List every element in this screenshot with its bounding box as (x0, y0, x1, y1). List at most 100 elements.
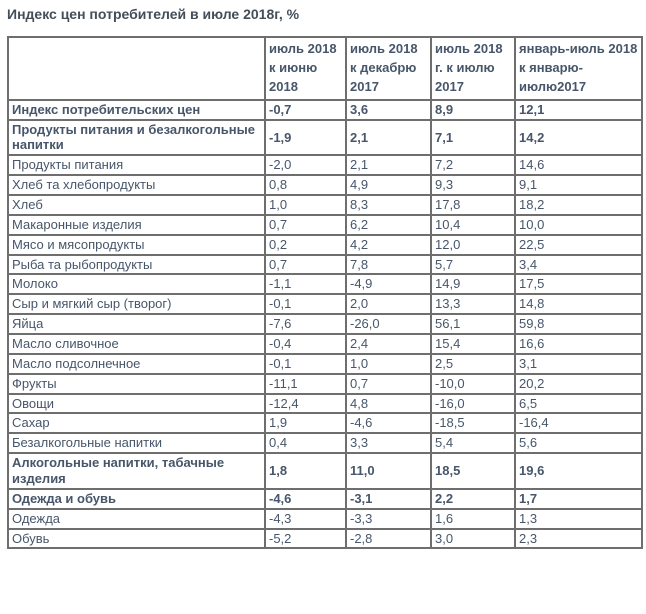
row-label: Мясо и мясопродукты (7, 233, 266, 256)
value-cell: -2,0 (264, 154, 347, 177)
value-cell: -10,0 (430, 372, 516, 395)
value-cell: 14,9 (430, 273, 516, 296)
value-cell: 4,9 (345, 174, 432, 197)
value-cell: 16,6 (514, 333, 643, 355)
value-cell: -4,9 (345, 273, 432, 296)
row-label: Сыр и мягкий сыр (творог) (7, 293, 266, 316)
table-row: Масло сливочное -0,4 2,4 15,4 16,6 (7, 333, 643, 355)
table-row: Молоко -1,1 -4,9 14,9 17,5 (7, 273, 643, 296)
value-cell: -4,3 (264, 507, 347, 530)
value-cell: 4,2 (345, 233, 432, 256)
table-body: Индекс потребительских цен -0,7 3,6 8,9 12,1… (7, 98, 643, 550)
value-cell: 5,6 (514, 432, 643, 455)
value-cell: 4,8 (345, 392, 432, 415)
column-header: июль 2018 г. к июлю 2017 (430, 36, 516, 101)
row-label: Макаронные изделия (7, 213, 266, 236)
value-cell: -2,8 (345, 527, 432, 550)
value-cell: 17,5 (514, 273, 643, 296)
value-cell: 0,2 (264, 233, 347, 256)
value-cell: -16,0 (430, 392, 516, 415)
value-cell: 2,3 (514, 527, 643, 550)
table-row: Масло подсолнечное -0,1 1,0 2,5 3,1 (7, 352, 643, 375)
column-header: январь-июль 2018 к январю-июлю2017 (514, 36, 643, 101)
page-title: Индекс цен потребителей в июле 2018г, % (7, 6, 300, 22)
value-cell: -0,4 (264, 333, 347, 355)
row-label: Безалкогольные напитки (7, 432, 266, 455)
table-row: Алкогольные напитки, табачные изделия 1,8… (7, 452, 643, 490)
row-label: Хлеб та хлебопродукты (7, 174, 266, 197)
value-cell: 14,6 (514, 154, 643, 177)
table-row: Яйца -7,6 -26,0 56,1 59,8 (7, 313, 643, 336)
value-cell: -3,1 (345, 487, 432, 510)
value-cell: -7,6 (264, 313, 347, 336)
value-cell: -16,4 (514, 412, 643, 435)
row-label: Хлеб (7, 194, 266, 216)
table-row: Обувь -5,2 -2,8 3,0 2,3 (7, 527, 643, 550)
value-cell: -18,5 (430, 412, 516, 435)
row-label: Фрукты (7, 372, 266, 395)
row-label: Овощи (7, 392, 266, 415)
header-row: июль 2018 к июню 2018 июль 2018 к декабрю… (7, 36, 643, 101)
value-cell: 0,4 (264, 432, 347, 455)
value-cell: 0,7 (345, 372, 432, 395)
table-row: Сахар 1,9 -4,6 -18,5 -16,4 (7, 412, 643, 435)
value-cell: -0,1 (264, 352, 347, 375)
value-cell: 18,2 (514, 194, 643, 216)
value-cell: 1,0 (345, 352, 432, 375)
value-cell: 1,9 (264, 412, 347, 435)
value-cell: 14,8 (514, 293, 643, 316)
value-cell: 8,3 (345, 194, 432, 216)
value-cell: 1,8 (264, 452, 347, 490)
value-cell: -5,2 (264, 527, 347, 550)
table-row: Хлеб та хлебопродукты 0,8 4,9 9,3 9,1 (7, 174, 643, 197)
row-label: Продукты питания (7, 154, 266, 177)
value-cell: 13,3 (430, 293, 516, 316)
value-cell: 3,1 (514, 352, 643, 375)
value-cell: 2,2 (430, 487, 516, 510)
table-row: Одежда и обувь -4,6 -3,1 2,2 1,7 (7, 487, 643, 510)
value-cell: -1,9 (264, 118, 347, 157)
value-cell: 9,3 (430, 174, 516, 197)
table-row: Рыба та рыбопродукты 0,7 7,8 5,7 3,4 (7, 253, 643, 276)
value-cell: -26,0 (345, 313, 432, 336)
value-cell: 19,6 (514, 452, 643, 490)
value-cell: -0,1 (264, 293, 347, 316)
value-cell: 7,1 (430, 118, 516, 157)
value-cell: -4,6 (264, 487, 347, 510)
value-cell: 0,8 (264, 174, 347, 197)
table-row: Безалкогольные напитки 0,4 3,3 5,4 5,6 (7, 432, 643, 455)
value-cell: 0,7 (264, 213, 347, 236)
value-cell: 2,4 (345, 333, 432, 355)
table-row: Индекс потребительских цен -0,7 3,6 8,9 12,1 (7, 98, 643, 121)
table-row: Фрукты -11,1 0,7 -10,0 20,2 (7, 372, 643, 395)
row-label: Рыба та рыбопродукты (7, 253, 266, 276)
value-cell: 2,5 (430, 352, 516, 375)
value-cell: 3,3 (345, 432, 432, 455)
table-row: Одежда -4,3 -3,3 1,6 1,3 (7, 507, 643, 530)
table-row: Хлеб 1,0 8,3 17,8 18,2 (7, 194, 643, 216)
value-cell: 1,3 (514, 507, 643, 530)
table-row: Продукты питания и безалкогольные напитк… (7, 118, 643, 157)
value-cell: -0,7 (264, 98, 347, 121)
value-cell: 8,9 (430, 98, 516, 121)
value-cell: 6,5 (514, 392, 643, 415)
value-cell: 3,6 (345, 98, 432, 121)
row-label: Яйца (7, 313, 266, 336)
value-cell: 2,1 (345, 118, 432, 157)
value-cell: 10,0 (514, 213, 643, 236)
table-row: Мясо и мясопродукты 0,2 4,2 12,0 22,5 (7, 233, 643, 256)
cpi-table: июль 2018 к июню 2018 июль 2018 к декабрю… (7, 36, 643, 550)
value-cell: -3,3 (345, 507, 432, 530)
row-label: Молоко (7, 273, 266, 296)
value-cell: 1,7 (514, 487, 643, 510)
row-label: Одежда (7, 507, 266, 530)
value-cell: 5,7 (430, 253, 516, 276)
value-cell: 56,1 (430, 313, 516, 336)
value-cell: 12,1 (514, 98, 643, 121)
value-cell: -4,6 (345, 412, 432, 435)
value-cell: 2,0 (345, 293, 432, 316)
value-cell: 12,0 (430, 233, 516, 256)
value-cell: -11,1 (264, 372, 347, 395)
value-cell: 0,7 (264, 253, 347, 276)
row-label: Индекс потребительских цен (7, 98, 266, 121)
